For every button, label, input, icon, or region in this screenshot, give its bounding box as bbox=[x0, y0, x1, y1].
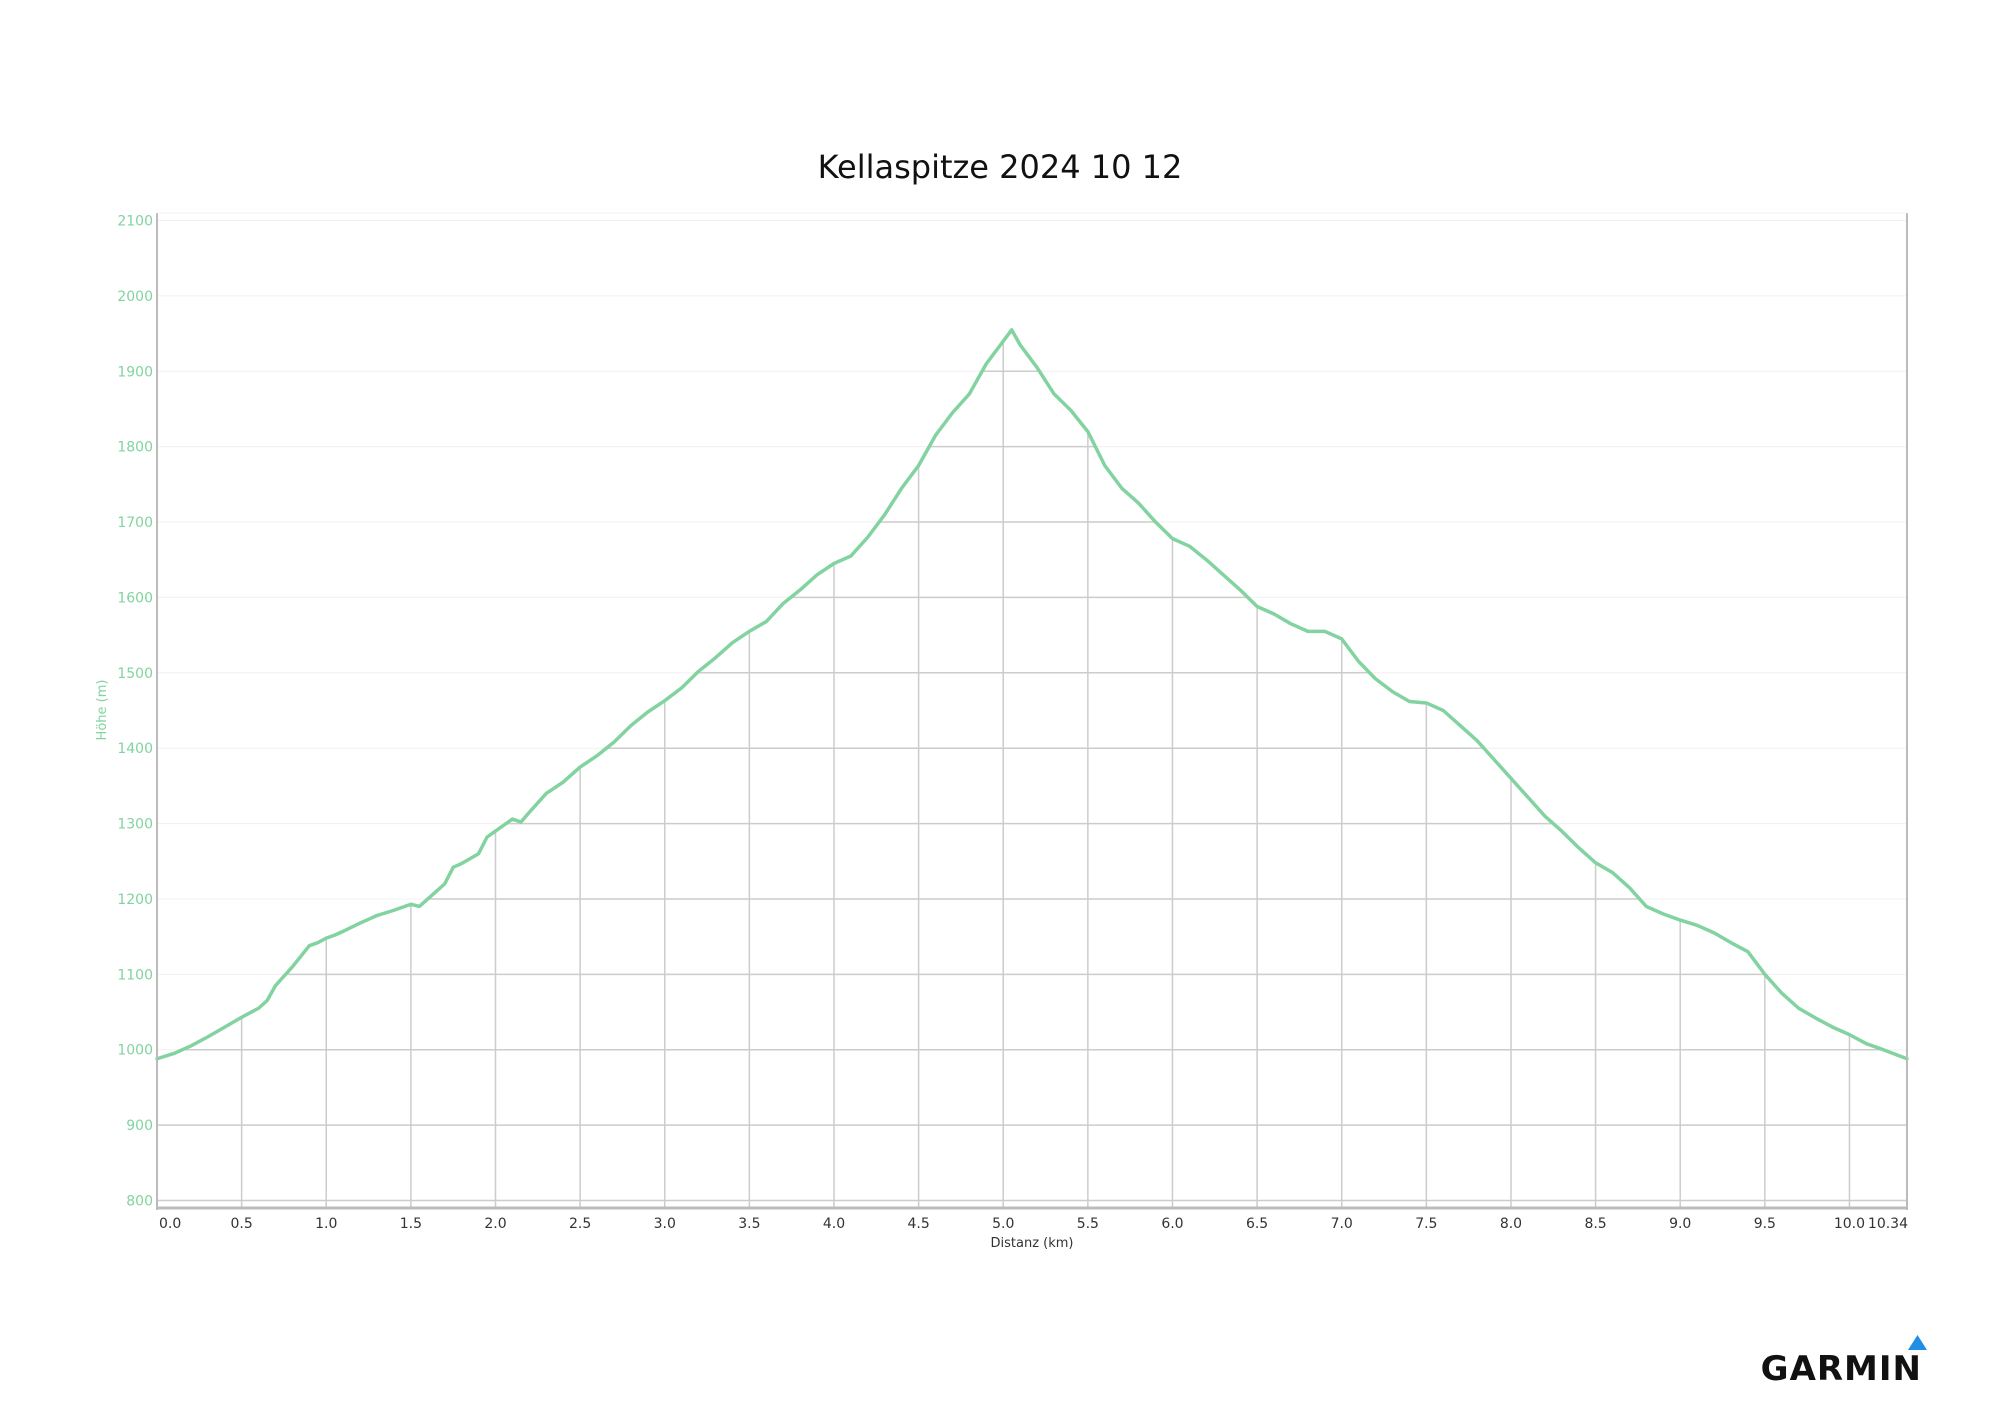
y-tick-label: 1400 bbox=[117, 741, 153, 757]
x-tick-label: 10.0 bbox=[1834, 1216, 1865, 1232]
x-tick-label: 9.0 bbox=[1669, 1216, 1691, 1232]
y-tick-label: 1800 bbox=[117, 440, 153, 456]
axes bbox=[156, 212, 1908, 1210]
x-tick-label: 0.5 bbox=[230, 1216, 252, 1232]
x-tick-label: 5.0 bbox=[992, 1216, 1014, 1232]
y-tick-label: 900 bbox=[126, 1118, 153, 1134]
x-tick-label: 2.0 bbox=[484, 1216, 506, 1232]
x-tick-label: 5.5 bbox=[1077, 1216, 1099, 1232]
x-axis-ticks: 0.0 0.5 1.0 1.5 2.0 2.5 3.0 3.5 4.0 4.5 5.0 5.5 6.0 6… bbox=[159, 1216, 1908, 1232]
y-tick-label: 1300 bbox=[117, 817, 153, 833]
y-tick-label: 2100 bbox=[117, 214, 153, 230]
x-tick-label: 1.5 bbox=[400, 1216, 422, 1232]
x-tick-label: 3.5 bbox=[738, 1216, 760, 1232]
x-tick-label: 8.0 bbox=[1500, 1216, 1522, 1232]
x-tick-label: 10.34 bbox=[1868, 1216, 1908, 1232]
x-tick-label: 0.0 bbox=[159, 1216, 181, 1232]
x-axis-label: Distanz (km) bbox=[991, 1236, 1074, 1251]
plot-area bbox=[155, 328, 1909, 1208]
x-tick-label: 3.0 bbox=[654, 1216, 676, 1232]
x-tick-label: 4.5 bbox=[907, 1216, 929, 1232]
x-tick-label: 7.0 bbox=[1331, 1216, 1353, 1232]
x-tick-label: 7.5 bbox=[1415, 1216, 1437, 1232]
triangle-icon bbox=[1908, 1335, 1927, 1350]
x-tick-label: 6.5 bbox=[1246, 1216, 1268, 1232]
garmin-logo-text: GARMIN bbox=[1761, 1349, 1922, 1389]
y-tick-label: 1100 bbox=[117, 967, 153, 983]
x-tick-label: 4.0 bbox=[823, 1216, 845, 1232]
x-tick-label: 9.5 bbox=[1754, 1216, 1776, 1232]
chart-title: Kellaspitze 2024 10 12 bbox=[818, 148, 1183, 186]
x-tick-label: 2.5 bbox=[569, 1216, 591, 1232]
y-tick-label: 2000 bbox=[117, 289, 153, 305]
x-tick-label: 8.5 bbox=[1584, 1216, 1606, 1232]
elevation-line bbox=[155, 328, 1909, 1061]
y-tick-label: 1000 bbox=[117, 1043, 153, 1059]
y-tick-label: 1600 bbox=[117, 590, 153, 606]
y-tick-label: 1200 bbox=[117, 892, 153, 908]
x-tick-label: 6.0 bbox=[1161, 1216, 1183, 1232]
y-tick-label: 1500 bbox=[117, 666, 153, 682]
y-tick-label: 1700 bbox=[117, 515, 153, 531]
y-axis-ticks: 800 900 1000 1100 1200 1300 1400 1500 1600 1700 18… bbox=[117, 214, 153, 1210]
y-tick-label: 800 bbox=[126, 1193, 153, 1209]
garmin-logo: GARMIN bbox=[1761, 1335, 1927, 1389]
y-axis-label: Höhe (m) bbox=[95, 680, 110, 741]
y-tick-label: 1900 bbox=[117, 364, 153, 380]
x-tick-label: 1.0 bbox=[315, 1216, 337, 1232]
gridlines bbox=[157, 220, 1907, 1201]
